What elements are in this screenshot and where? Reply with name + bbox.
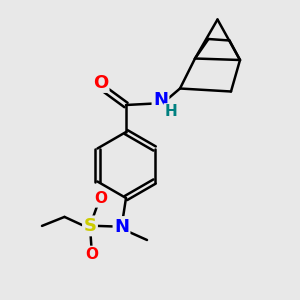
Text: O: O	[94, 191, 107, 206]
Text: N: N	[153, 91, 168, 109]
Text: O: O	[85, 247, 98, 262]
Text: S: S	[83, 217, 97, 235]
Text: H: H	[165, 104, 177, 119]
Text: N: N	[114, 218, 129, 236]
Text: O: O	[93, 74, 108, 92]
